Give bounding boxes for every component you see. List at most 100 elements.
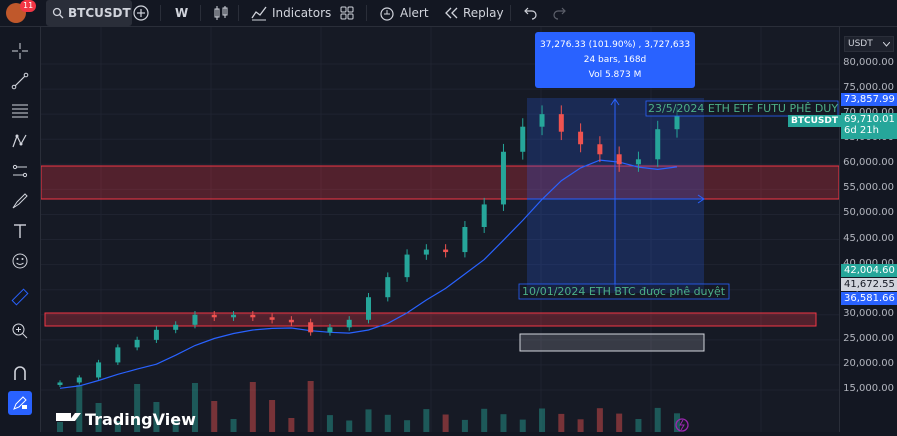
templates-button[interactable] (339, 0, 355, 26)
candle-body (462, 227, 468, 253)
search-icon (52, 7, 64, 19)
volume-bar (481, 408, 488, 432)
volume-bar (172, 420, 179, 432)
candle-body (404, 254, 410, 278)
resistance-zone[interactable] (40, 165, 840, 200)
replay-button[interactable]: Replay (443, 0, 504, 26)
volume-bar (134, 384, 141, 432)
trend-line-icon (11, 72, 29, 90)
price-chart[interactable]: 23/5/2024 ETH ETF FUTU PHÊ DUYỆ 10/01/20… (40, 27, 845, 432)
zoom-in-icon (12, 323, 28, 339)
price-tick: 45,000.00 (843, 232, 894, 244)
candle-body (308, 322, 314, 333)
chevron-down-icon (883, 41, 890, 47)
price-tick: 15,000.00 (843, 383, 894, 394)
volume-bar (384, 414, 391, 432)
trend-line-tool[interactable] (8, 69, 32, 93)
redo-button[interactable] (552, 0, 568, 26)
grid-icon (340, 6, 354, 20)
brush-icon (12, 193, 28, 209)
volume-bar (346, 420, 353, 432)
indicators-button[interactable]: Indicators (250, 0, 331, 26)
volume-bar (76, 385, 83, 432)
bottom-annotation[interactable]: 10/01/2024 ETH BTC được phê duyệt (522, 285, 726, 298)
volume-bar (365, 409, 372, 432)
volume-bar (500, 414, 507, 432)
projection-tool[interactable] (8, 159, 32, 183)
symbol-label: BTCUSDT (68, 6, 131, 20)
replay-label: Replay (463, 6, 504, 20)
interval-button[interactable]: W (175, 6, 189, 20)
top-note-box[interactable] (645, 100, 839, 117)
highlight-box[interactable] (519, 333, 705, 352)
candle-body (115, 347, 121, 363)
price-axis[interactable]: USDT 80,000.0075,000.0070,000.0065,000.0… (788, 27, 897, 432)
candle-body (250, 314, 256, 318)
compare-symbol-button[interactable] (132, 0, 150, 26)
volume-bar (596, 408, 603, 432)
candle-body (635, 159, 641, 165)
drawing-mode-tool[interactable] (8, 391, 32, 415)
forecast-icon (12, 164, 28, 178)
price-tick: 50,000.00 (843, 207, 894, 219)
candle-body (269, 317, 275, 320)
candle-body (597, 144, 603, 155)
alert-label: Alert (400, 6, 429, 20)
top-annotation[interactable]: 23/5/2024 ETH ETF FUTU PHÊ DUYỆ (648, 102, 845, 115)
volume-bar (539, 408, 546, 432)
volume-bar (654, 407, 661, 432)
chart-type-button[interactable] (212, 0, 230, 26)
magnet-tool[interactable] (8, 361, 32, 385)
candle-body (327, 327, 333, 333)
brush-tool[interactable] (8, 189, 32, 213)
zoom-tool[interactable] (8, 319, 32, 343)
text-tool[interactable] (8, 219, 32, 243)
volume-bar (95, 403, 102, 432)
candle-body (366, 297, 371, 320)
candle-body (655, 129, 661, 160)
text-icon (14, 224, 26, 238)
support-zone[interactable] (44, 312, 817, 327)
emoji-tool[interactable] (8, 249, 32, 273)
top-toolbar: 11 BTCUSDT W Indicators Alert Replay (0, 0, 897, 27)
magnet-icon (14, 366, 26, 380)
high-price-tag: 73,857.99 (841, 93, 897, 106)
chart-pane[interactable]: 23/5/2024 ETH ETF FUTU PHÊ DUYỆ 10/01/20… (40, 27, 845, 432)
tradingview-logo-mark (56, 413, 71, 421)
price-tick: 80,000.00 (843, 57, 894, 68)
fib-tool[interactable] (8, 99, 32, 123)
price-tick: 75,000.00 (843, 82, 894, 94)
ruler-icon (11, 288, 29, 306)
volume-bar (211, 401, 218, 432)
volume-bar (635, 419, 642, 432)
bottom-note-box[interactable] (518, 283, 730, 300)
pattern-tool[interactable] (8, 129, 32, 153)
avatar[interactable]: 11 (6, 0, 37, 26)
redo-icon (553, 7, 566, 20)
alert-button[interactable]: Alert (378, 0, 429, 26)
volume-bar (616, 413, 623, 432)
volume-bar (249, 382, 256, 432)
candle-body (500, 151, 506, 205)
candle-body (520, 126, 526, 152)
symbol-search-button[interactable]: BTCUSDT (46, 0, 132, 26)
gray-price-tag: 41,672.55 (841, 278, 897, 291)
currency-select[interactable]: USDT (844, 36, 894, 52)
candle-body (558, 114, 564, 132)
candle-body (385, 277, 391, 298)
notification-badge: 11 (20, 0, 37, 12)
price-tick: 20,000.00 (843, 357, 894, 369)
volume-bar (307, 381, 314, 432)
price-tick: 25,000.00 (843, 332, 894, 344)
bolt-icon[interactable] (675, 418, 689, 432)
price-tick: 70,000.00 (843, 107, 894, 118)
candle-body (231, 314, 237, 318)
crosshair-tool[interactable] (8, 39, 32, 63)
measure-tool[interactable] (8, 285, 32, 309)
tradingview-logo[interactable]: TradingView (56, 410, 196, 429)
volume-bar (423, 409, 430, 432)
candle-body (539, 114, 545, 127)
volume-bars (57, 381, 680, 432)
indicators-icon (251, 6, 267, 21)
undo-button[interactable] (522, 0, 538, 26)
